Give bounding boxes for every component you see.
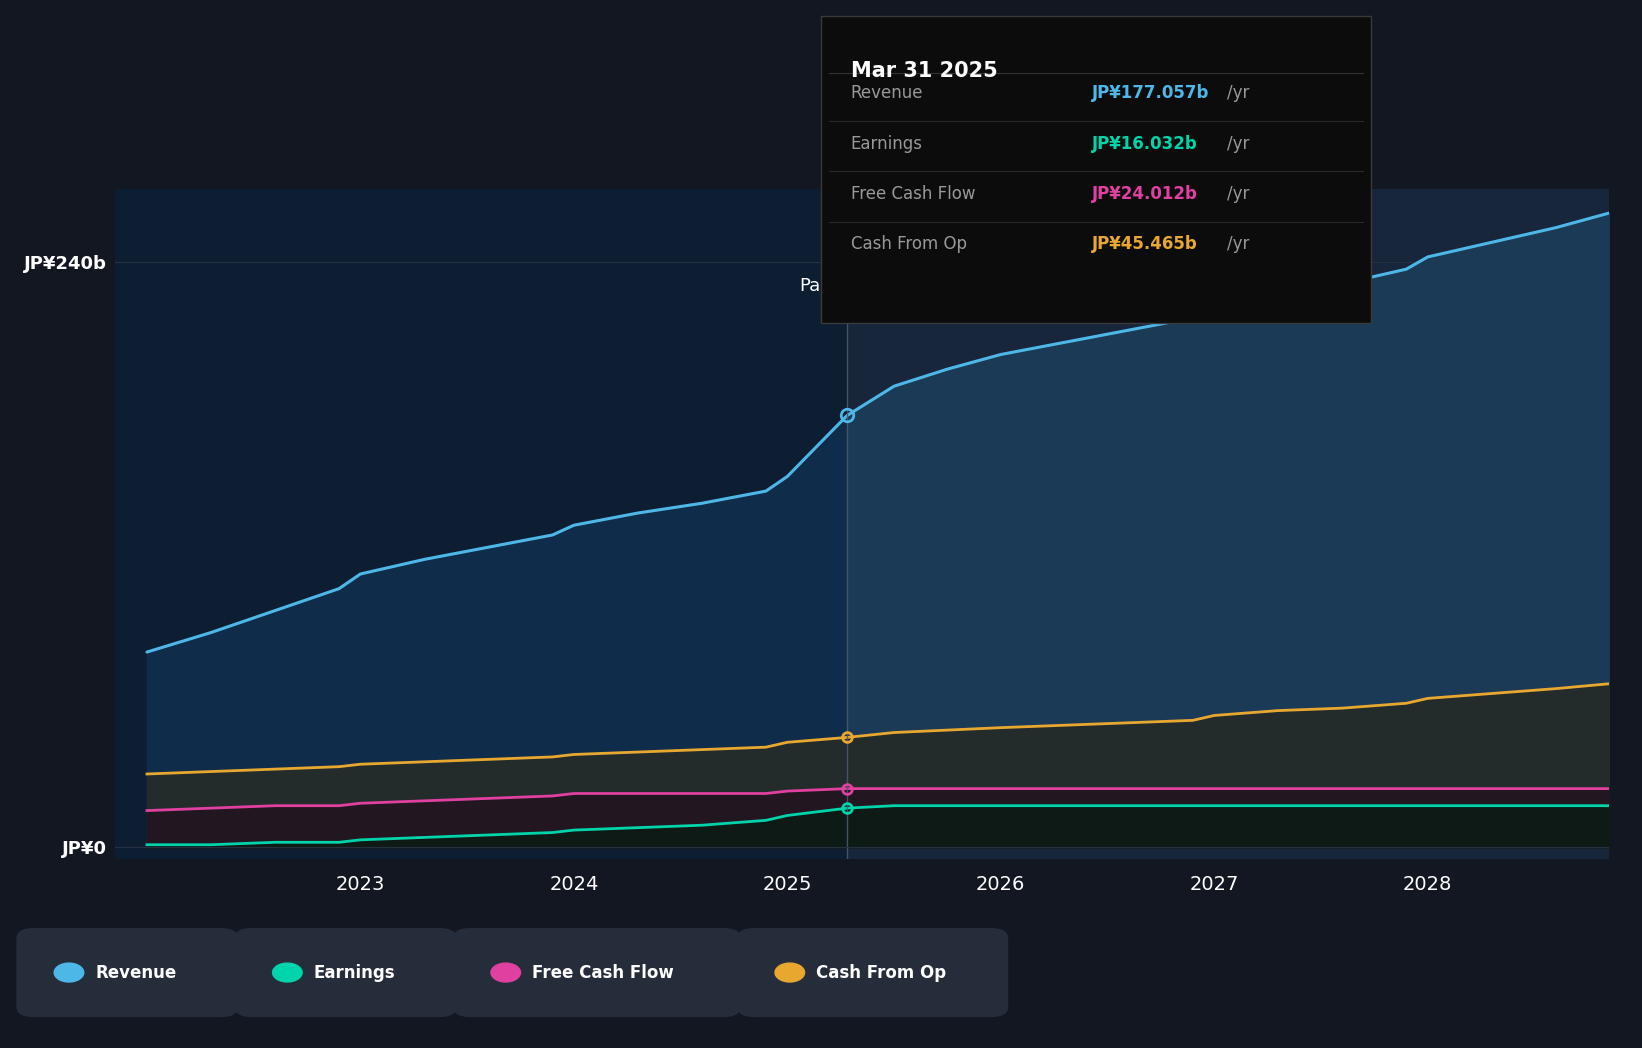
- Bar: [115, 189, 847, 859]
- Bar: [847, 189, 1609, 859]
- Text: Free Cash Flow: Free Cash Flow: [851, 184, 975, 203]
- Text: /yr: /yr: [1227, 184, 1250, 203]
- Text: Earnings: Earnings: [314, 963, 396, 982]
- Text: /yr: /yr: [1227, 134, 1250, 153]
- Text: /yr: /yr: [1227, 235, 1250, 254]
- Text: Cash From Op: Cash From Op: [851, 235, 967, 254]
- Text: JP¥177.057b: JP¥177.057b: [1092, 84, 1209, 103]
- Text: JP¥24.012b: JP¥24.012b: [1092, 184, 1197, 203]
- Text: /yr: /yr: [1227, 84, 1250, 103]
- Text: Past: Past: [798, 278, 836, 296]
- Text: Analysts Forecasts: Analysts Forecasts: [857, 278, 1026, 296]
- Text: Mar 31 2025: Mar 31 2025: [851, 61, 997, 81]
- Text: Cash From Op: Cash From Op: [816, 963, 946, 982]
- Text: JP¥45.465b: JP¥45.465b: [1092, 235, 1197, 254]
- Text: Revenue: Revenue: [851, 84, 923, 103]
- Text: JP¥16.032b: JP¥16.032b: [1092, 134, 1197, 153]
- Text: Revenue: Revenue: [95, 963, 176, 982]
- Text: Earnings: Earnings: [851, 134, 923, 153]
- Text: Free Cash Flow: Free Cash Flow: [532, 963, 673, 982]
